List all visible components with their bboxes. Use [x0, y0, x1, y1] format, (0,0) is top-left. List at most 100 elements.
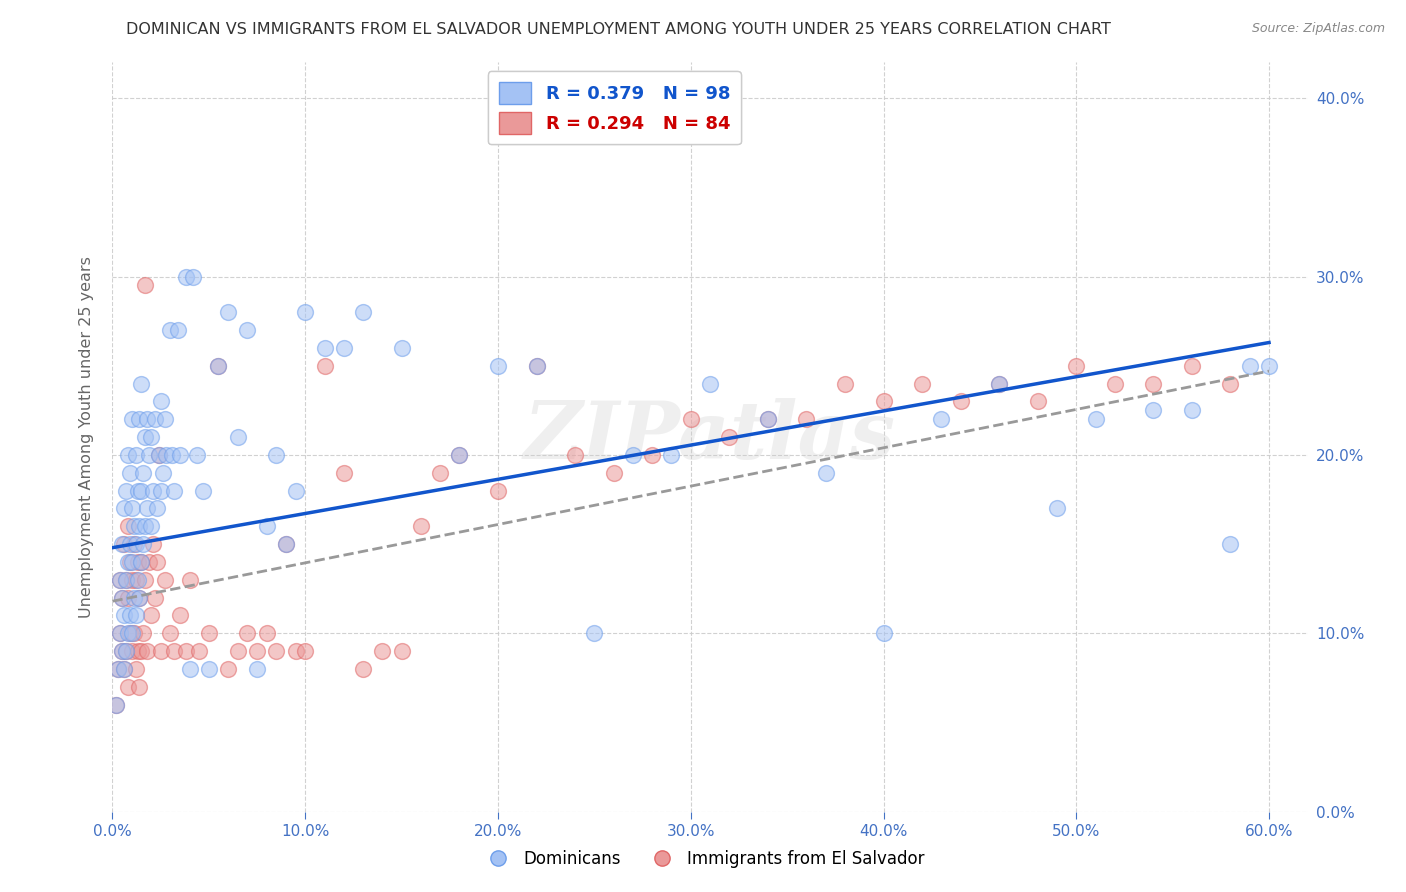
- Point: [128, 412, 150, 426]
- Point: [699, 376, 721, 391]
- Point: [134, 278, 156, 293]
- Point: [207, 359, 229, 373]
- Point: [139, 430, 162, 444]
- Point: [138, 555, 160, 569]
- Point: [142, 537, 165, 551]
- Point: [294, 644, 316, 658]
- Point: [718, 430, 741, 444]
- Point: [1258, 359, 1281, 373]
- Point: [108, 573, 131, 587]
- Point: [602, 466, 624, 480]
- Point: [122, 626, 145, 640]
- Point: [174, 269, 197, 284]
- Point: [564, 448, 586, 462]
- Point: [834, 376, 856, 391]
- Point: [1181, 359, 1204, 373]
- Point: [256, 626, 278, 640]
- Point: [198, 626, 221, 640]
- Point: [294, 305, 316, 319]
- Point: [117, 591, 139, 605]
- Point: [124, 573, 146, 587]
- Point: [274, 537, 297, 551]
- Point: [128, 591, 150, 605]
- Point: [167, 323, 190, 337]
- Point: [143, 591, 166, 605]
- Point: [131, 644, 153, 658]
- Point: [108, 626, 131, 640]
- Point: [148, 448, 170, 462]
- Point: [105, 698, 128, 712]
- Point: [122, 519, 145, 533]
- Point: [131, 483, 153, 498]
- Point: [217, 662, 239, 676]
- Point: [756, 412, 779, 426]
- Point: [148, 448, 170, 462]
- Point: [127, 573, 149, 587]
- Point: [814, 466, 837, 480]
- Point: [152, 466, 174, 480]
- Point: [136, 644, 159, 658]
- Point: [146, 501, 169, 516]
- Point: [1219, 537, 1241, 551]
- Point: [162, 448, 183, 462]
- Point: [333, 466, 356, 480]
- Point: [1181, 403, 1204, 417]
- Text: Source: ZipAtlas.com: Source: ZipAtlas.com: [1251, 22, 1385, 36]
- Point: [136, 501, 159, 516]
- Point: [118, 537, 141, 551]
- Legend: Dominicans, Immigrants from El Salvador: Dominicans, Immigrants from El Salvador: [475, 844, 931, 875]
- Point: [217, 305, 239, 319]
- Point: [207, 359, 229, 373]
- Point: [124, 537, 146, 551]
- Point: [107, 662, 129, 676]
- Point: [117, 555, 139, 569]
- Point: [188, 644, 211, 658]
- Point: [121, 626, 143, 640]
- Point: [1219, 376, 1241, 391]
- Point: [115, 573, 138, 587]
- Point: [153, 412, 176, 426]
- Point: [149, 644, 172, 658]
- Point: [105, 698, 128, 712]
- Point: [124, 662, 146, 676]
- Point: [314, 341, 336, 355]
- Point: [183, 269, 205, 284]
- Point: [198, 662, 221, 676]
- Point: [121, 412, 143, 426]
- Point: [1084, 412, 1107, 426]
- Point: [931, 412, 953, 426]
- Point: [111, 644, 134, 658]
- Point: [118, 626, 141, 640]
- Point: [661, 448, 683, 462]
- Point: [796, 412, 818, 426]
- Point: [583, 626, 606, 640]
- Point: [146, 555, 169, 569]
- Point: [118, 466, 141, 480]
- Point: [127, 555, 149, 569]
- Point: [226, 430, 249, 444]
- Point: [179, 573, 201, 587]
- Point: [236, 626, 259, 640]
- Point: [139, 519, 162, 533]
- Point: [988, 376, 1011, 391]
- Point: [131, 376, 153, 391]
- Point: [988, 376, 1011, 391]
- Point: [131, 555, 153, 569]
- Text: ZIPatlas: ZIPatlas: [524, 399, 896, 475]
- Point: [246, 644, 269, 658]
- Point: [128, 680, 150, 694]
- Point: [138, 448, 160, 462]
- Point: [526, 359, 548, 373]
- Point: [1142, 376, 1164, 391]
- Point: [641, 448, 664, 462]
- Point: [872, 626, 894, 640]
- Point: [115, 483, 138, 498]
- Point: [139, 608, 162, 623]
- Point: [391, 644, 413, 658]
- Point: [371, 644, 394, 658]
- Point: [134, 573, 156, 587]
- Point: [112, 501, 135, 516]
- Point: [284, 483, 307, 498]
- Point: [118, 555, 141, 569]
- Point: [266, 448, 288, 462]
